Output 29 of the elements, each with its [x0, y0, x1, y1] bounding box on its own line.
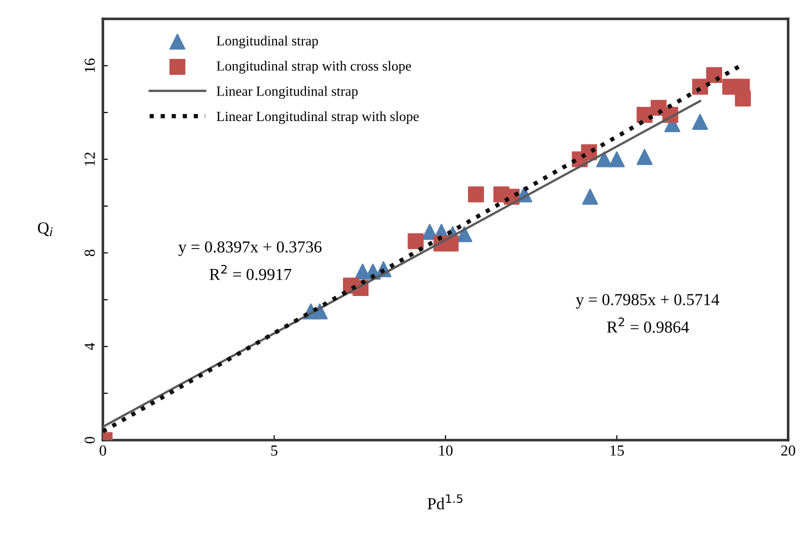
x-tick-label: 0 — [100, 445, 106, 456]
legend-label: Longitudinal strap — [216, 36, 318, 48]
x-axis-title: Pd$^{1.5}$ — [428, 494, 462, 510]
point — [596, 151, 612, 168]
y-axis-title: Q$_{i}$ — [38, 222, 53, 236]
annotation: y = 0.7985x + 0.5714 — [576, 294, 720, 309]
y-tick-label: 4 — [84, 342, 95, 350]
point — [706, 67, 722, 84]
legend-label: Linear Longitudinal strap with slope — [216, 111, 419, 124]
annotation: R$^{2}$ = 0.9917 — [210, 264, 292, 280]
point — [734, 90, 751, 106]
point — [608, 151, 625, 168]
x-tick-label: 15 — [610, 445, 624, 456]
y-tick-label: 16 — [84, 58, 95, 72]
point — [468, 186, 484, 202]
x-tick-label: 10 — [439, 445, 453, 456]
point — [582, 188, 598, 205]
annotation: y = 0.8397x + 0.3736 — [178, 241, 322, 256]
annotation: R$^{2}$ = 0.9864 — [607, 318, 689, 333]
point — [636, 148, 653, 165]
y-tick-label: 12 — [84, 152, 95, 166]
legend-label: Linear Longitudinal strap — [216, 86, 358, 99]
x-tick-label: 20 — [781, 445, 796, 456]
point — [692, 114, 708, 130]
y-tick-label: 0 — [84, 436, 95, 444]
y-tick-label: 8 — [84, 250, 95, 256]
x-tick-label: 5 — [271, 446, 278, 456]
point — [408, 233, 424, 250]
legend-label: Longitudinal strap with cross slope — [216, 60, 412, 74]
